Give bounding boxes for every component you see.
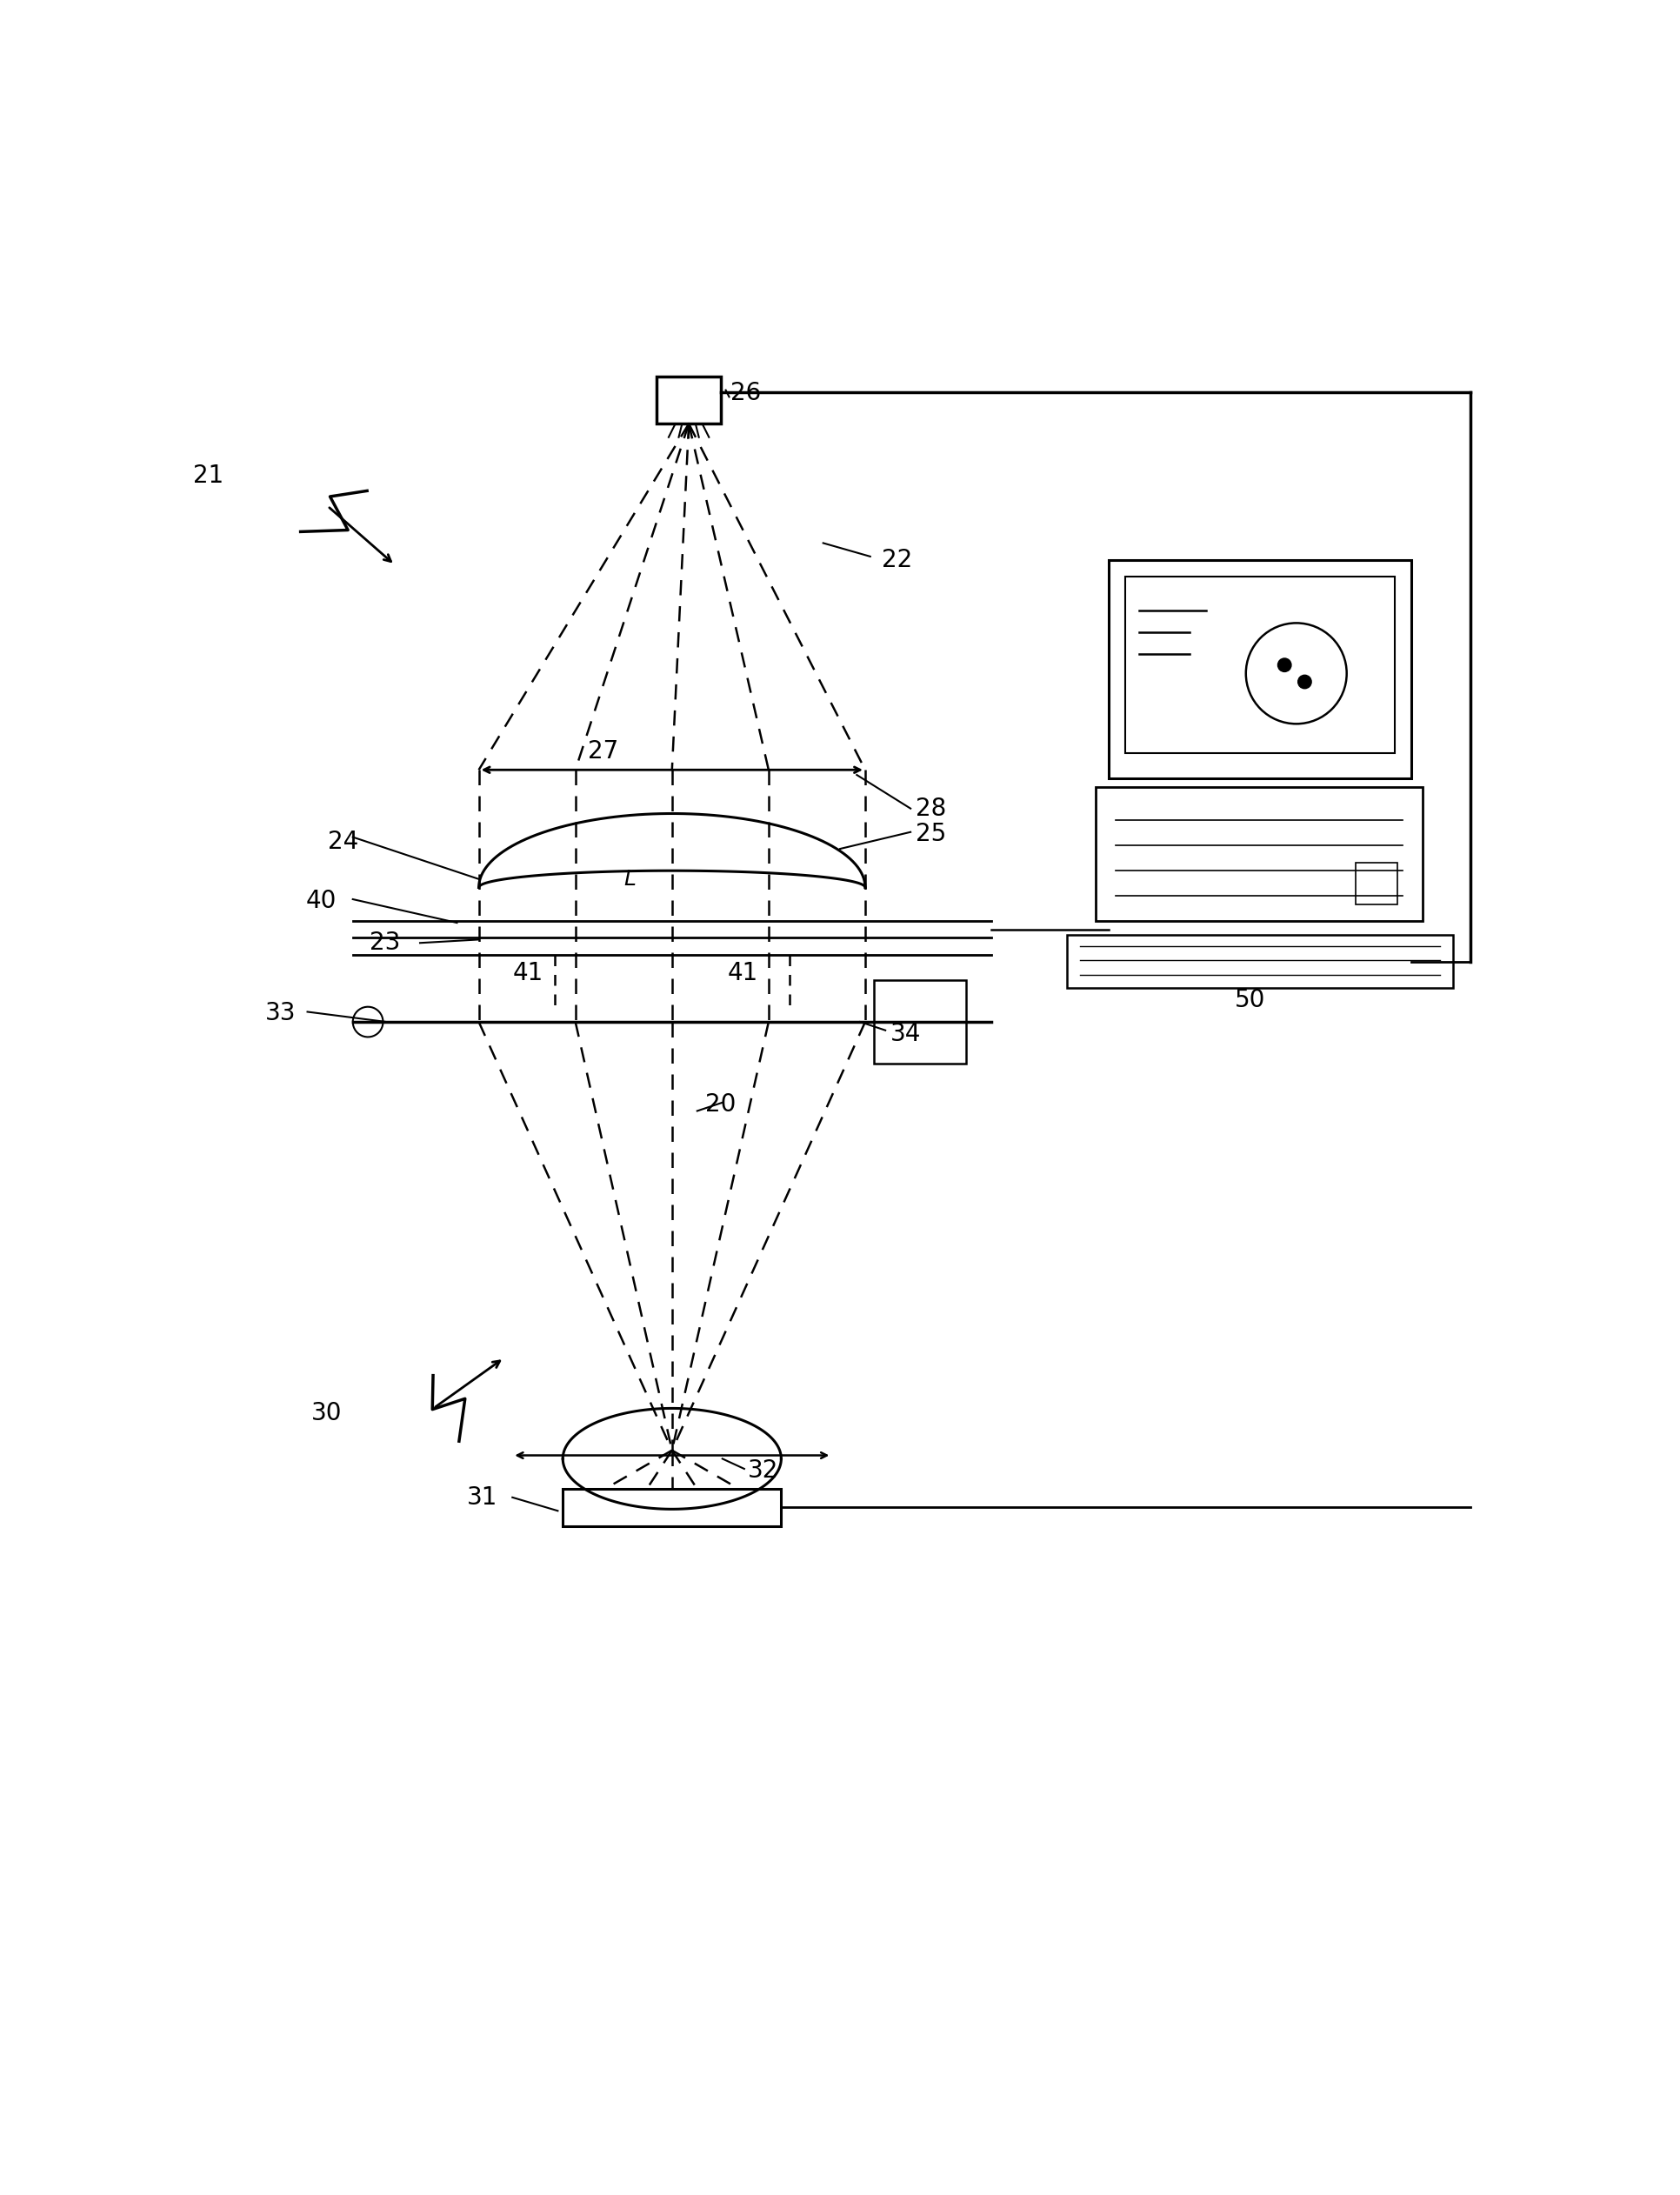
FancyBboxPatch shape bbox=[1126, 577, 1394, 753]
Text: 26: 26 bbox=[731, 382, 761, 406]
FancyBboxPatch shape bbox=[1067, 935, 1453, 988]
Text: 30: 30 bbox=[311, 1400, 341, 1425]
Text: 50: 50 bbox=[1235, 988, 1265, 1012]
Text: 27: 27 bbox=[588, 740, 618, 764]
Text: 41: 41 bbox=[727, 961, 758, 986]
Text: 21: 21 bbox=[193, 463, 223, 487]
Text: 41: 41 bbox=[512, 961, 543, 986]
FancyBboxPatch shape bbox=[1356, 863, 1398, 904]
FancyBboxPatch shape bbox=[874, 979, 966, 1065]
FancyBboxPatch shape bbox=[1109, 560, 1411, 779]
Text: 28: 28 bbox=[916, 797, 946, 821]
Text: 24: 24 bbox=[328, 830, 358, 854]
Text: 25: 25 bbox=[916, 821, 946, 845]
Text: 34: 34 bbox=[890, 1021, 921, 1045]
Text: 23: 23 bbox=[370, 931, 400, 955]
Text: 33: 33 bbox=[265, 1001, 296, 1025]
Text: L: L bbox=[623, 869, 637, 889]
Text: 20: 20 bbox=[706, 1093, 736, 1117]
FancyBboxPatch shape bbox=[563, 1488, 781, 1526]
Text: 40: 40 bbox=[306, 889, 336, 913]
Circle shape bbox=[1299, 676, 1312, 689]
Text: 31: 31 bbox=[467, 1486, 497, 1510]
FancyBboxPatch shape bbox=[1095, 786, 1423, 922]
Circle shape bbox=[1278, 658, 1292, 672]
FancyBboxPatch shape bbox=[657, 378, 721, 424]
Text: 32: 32 bbox=[748, 1457, 778, 1482]
Text: 22: 22 bbox=[882, 549, 912, 573]
